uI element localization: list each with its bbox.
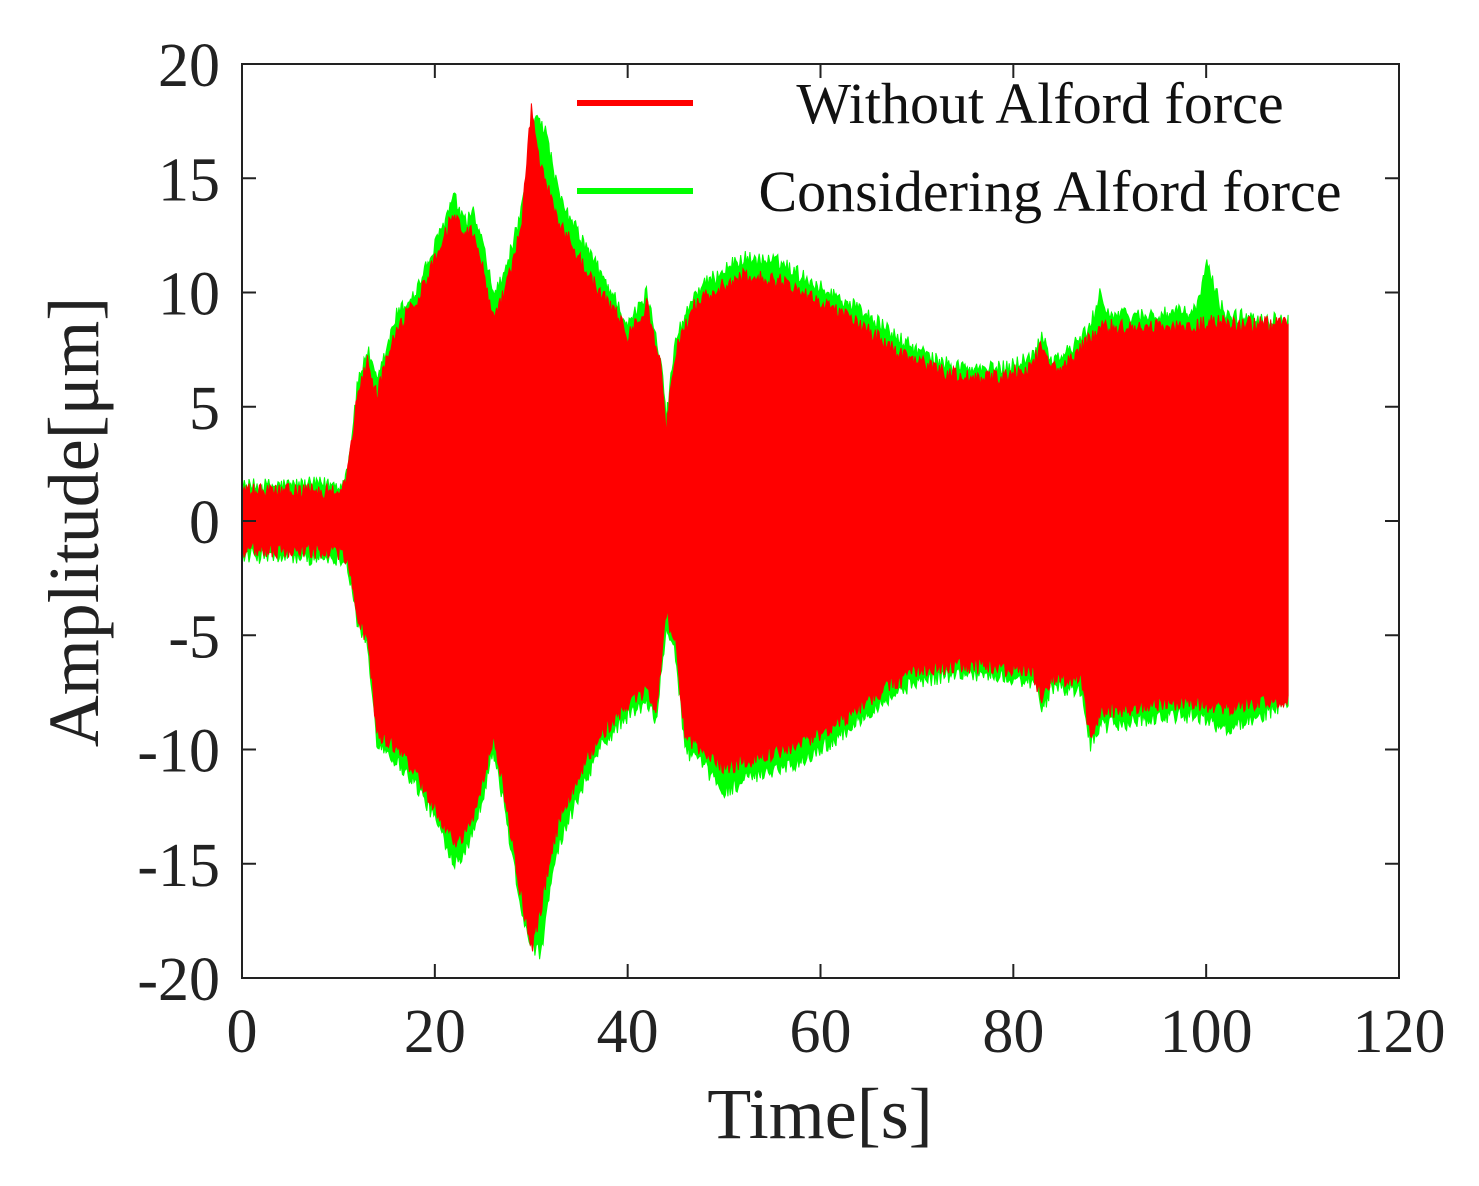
x-tick-label: 40	[597, 998, 659, 1066]
y-tick-label: -15	[137, 832, 220, 900]
legend-label: Considering Alford force	[758, 159, 1341, 224]
y-tick-label: 10	[158, 261, 220, 329]
legend-label: Without Alford force	[796, 71, 1283, 136]
y-tick-label: 20	[158, 32, 220, 100]
x-axis-title: Time[s]	[707, 1074, 932, 1154]
x-tick-label: 120	[1353, 998, 1446, 1066]
series-layer	[242, 103, 1289, 960]
y-axis-title: Amplitude[μm]	[34, 297, 114, 748]
x-tick-label: 0	[227, 998, 258, 1066]
y-tick-label: -5	[168, 603, 220, 671]
x-tick-label: 100	[1160, 998, 1253, 1066]
y-tick-label: 15	[158, 146, 220, 214]
y-tick-label: 5	[189, 375, 220, 443]
y-tick-label: -10	[137, 718, 220, 786]
y-tick-label: 0	[189, 489, 220, 557]
x-tick-label: 60	[790, 998, 852, 1066]
x-tick-label: 80	[982, 998, 1044, 1066]
series-without-alford-force	[242, 103, 1289, 952]
tick-layer: 0 20 40 60 80 100 120 20 15 10 5 0 -5 -10 -15 -20	[137, 32, 1445, 1066]
x-tick-label: 20	[404, 998, 466, 1066]
y-tick-label: -20	[137, 946, 220, 1014]
legend: Without Alford force Considering Alford f…	[577, 71, 1342, 224]
